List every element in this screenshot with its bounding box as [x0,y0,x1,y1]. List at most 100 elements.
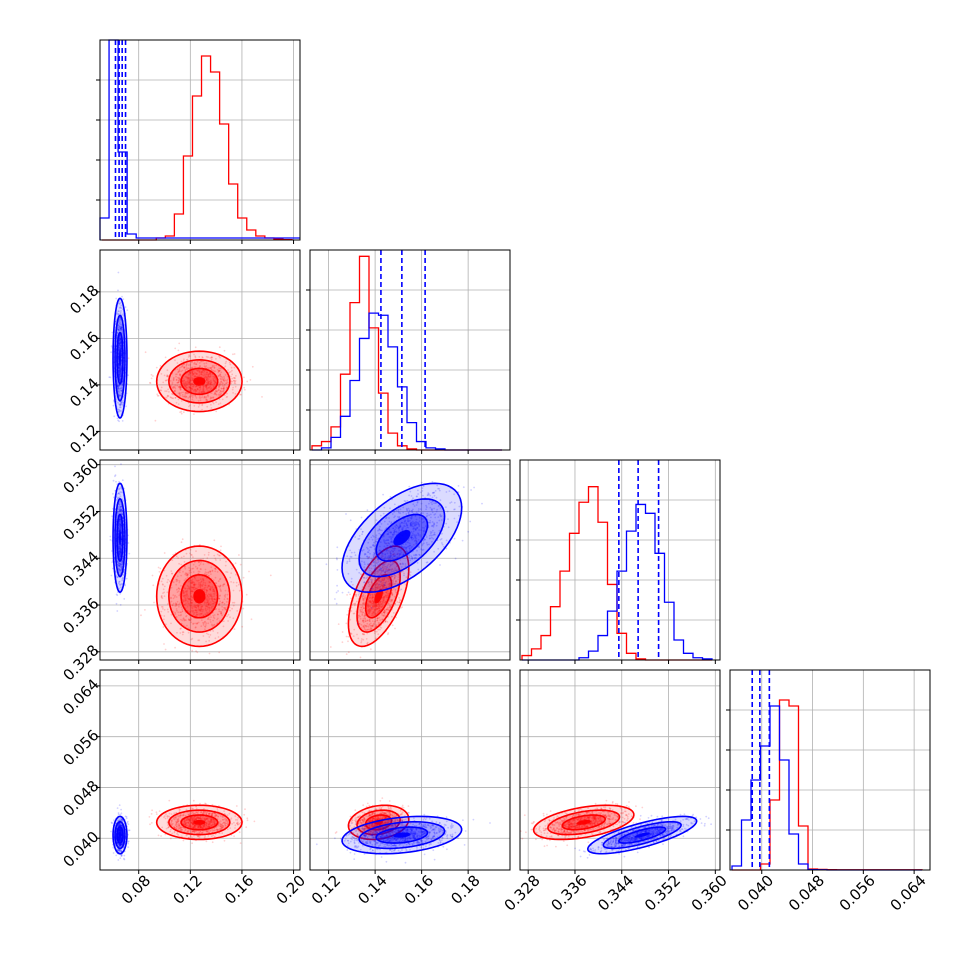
scatter-point [411,524,413,526]
scatter-point [117,386,120,388]
scatter-point [363,633,366,636]
scatter-point [200,373,203,376]
scatter-point [194,346,197,349]
scatter-point [183,561,186,563]
scatter-point [407,526,410,529]
scatter-point [193,394,196,397]
scatter-point [397,576,400,578]
scatter-point [447,526,450,529]
scatter-point [120,365,123,368]
scatter-point [119,545,121,548]
scatter-point [393,595,396,598]
density-contour [155,350,243,413]
scatter-point [347,635,350,638]
scatter-point [188,579,191,582]
scatter-point [366,625,369,628]
scatter-point [171,392,173,395]
scatter-point [367,606,370,608]
scatter-point [208,606,211,609]
scatter-point [171,383,174,385]
scatter-point [387,539,389,541]
scatter-point [199,373,202,376]
scatter-point [199,583,202,586]
scatter-point [378,622,381,625]
scatter-point [117,313,120,316]
scatter-point [111,561,114,564]
scatter-point [246,380,249,383]
scatter-point [207,387,210,389]
scatter-point [376,588,379,590]
scatter-point [232,386,235,389]
scatter-point [120,350,123,352]
scatter-point [203,391,206,394]
scatter-point [435,524,438,527]
scatter-point [391,536,394,539]
scatter-point [240,393,242,396]
scatter-point [177,371,180,373]
scatter-point [200,606,203,609]
scatter-point [225,380,228,382]
scatter-point [353,603,355,605]
scatter-point [371,593,374,596]
scatter-point [209,570,212,573]
scatter-point [357,637,360,640]
scatter-point [377,621,380,624]
scatter-point [200,561,203,563]
scatter-point [177,385,180,388]
scatter-point [186,573,189,576]
scatter-point [210,356,213,358]
scatter-point [202,388,205,391]
scatter-point [363,566,366,569]
scatter-point [119,321,122,323]
scatter-point [369,628,372,631]
scatter-point [175,603,178,605]
scatter-point [118,568,120,571]
scatter-point [182,617,185,620]
scatter-point [119,518,121,521]
scatter-point [204,571,207,573]
scatter-point [118,561,121,564]
scatter-point [449,502,451,504]
scatter-point [118,368,120,370]
scatter-point [372,556,375,559]
scatter-point [119,347,121,349]
scatter-point [200,625,203,628]
scatter-point [389,598,391,601]
scatter-point [384,553,387,556]
scatter-point [204,620,207,623]
scatter-point [209,380,211,383]
scatter-point [185,386,188,389]
scatter-point [202,635,205,637]
scatter-point [391,556,394,559]
scatter-point [391,533,394,536]
scatter-point [210,387,213,390]
scatter-point [387,580,390,583]
scatter-point [375,586,377,589]
scatter-point [370,580,373,583]
scatter-point [181,393,184,396]
scatter-point [391,589,394,592]
scatter-point [431,521,434,523]
scatter-point [382,585,384,587]
scatter-point [120,567,123,569]
scatter-point [180,386,183,388]
scatter-point [382,596,384,599]
scatter-point [244,388,246,391]
scatter-point [184,597,187,600]
scatter-point [117,384,119,387]
scatter-point [376,562,378,565]
scatter-point [120,345,123,348]
scatter-point [120,326,123,329]
scatter-point [207,601,209,604]
scatter-point [379,560,382,563]
scatter-point [391,599,394,601]
scatter-point [186,376,189,379]
scatter-point [190,618,193,621]
scatter-point [190,595,192,597]
scatter-point [201,608,204,611]
scatter-point [206,618,209,620]
scatter-point [345,653,348,655]
scatter-point [120,323,123,326]
scatter-point [195,373,198,375]
scatter-point [119,526,122,529]
